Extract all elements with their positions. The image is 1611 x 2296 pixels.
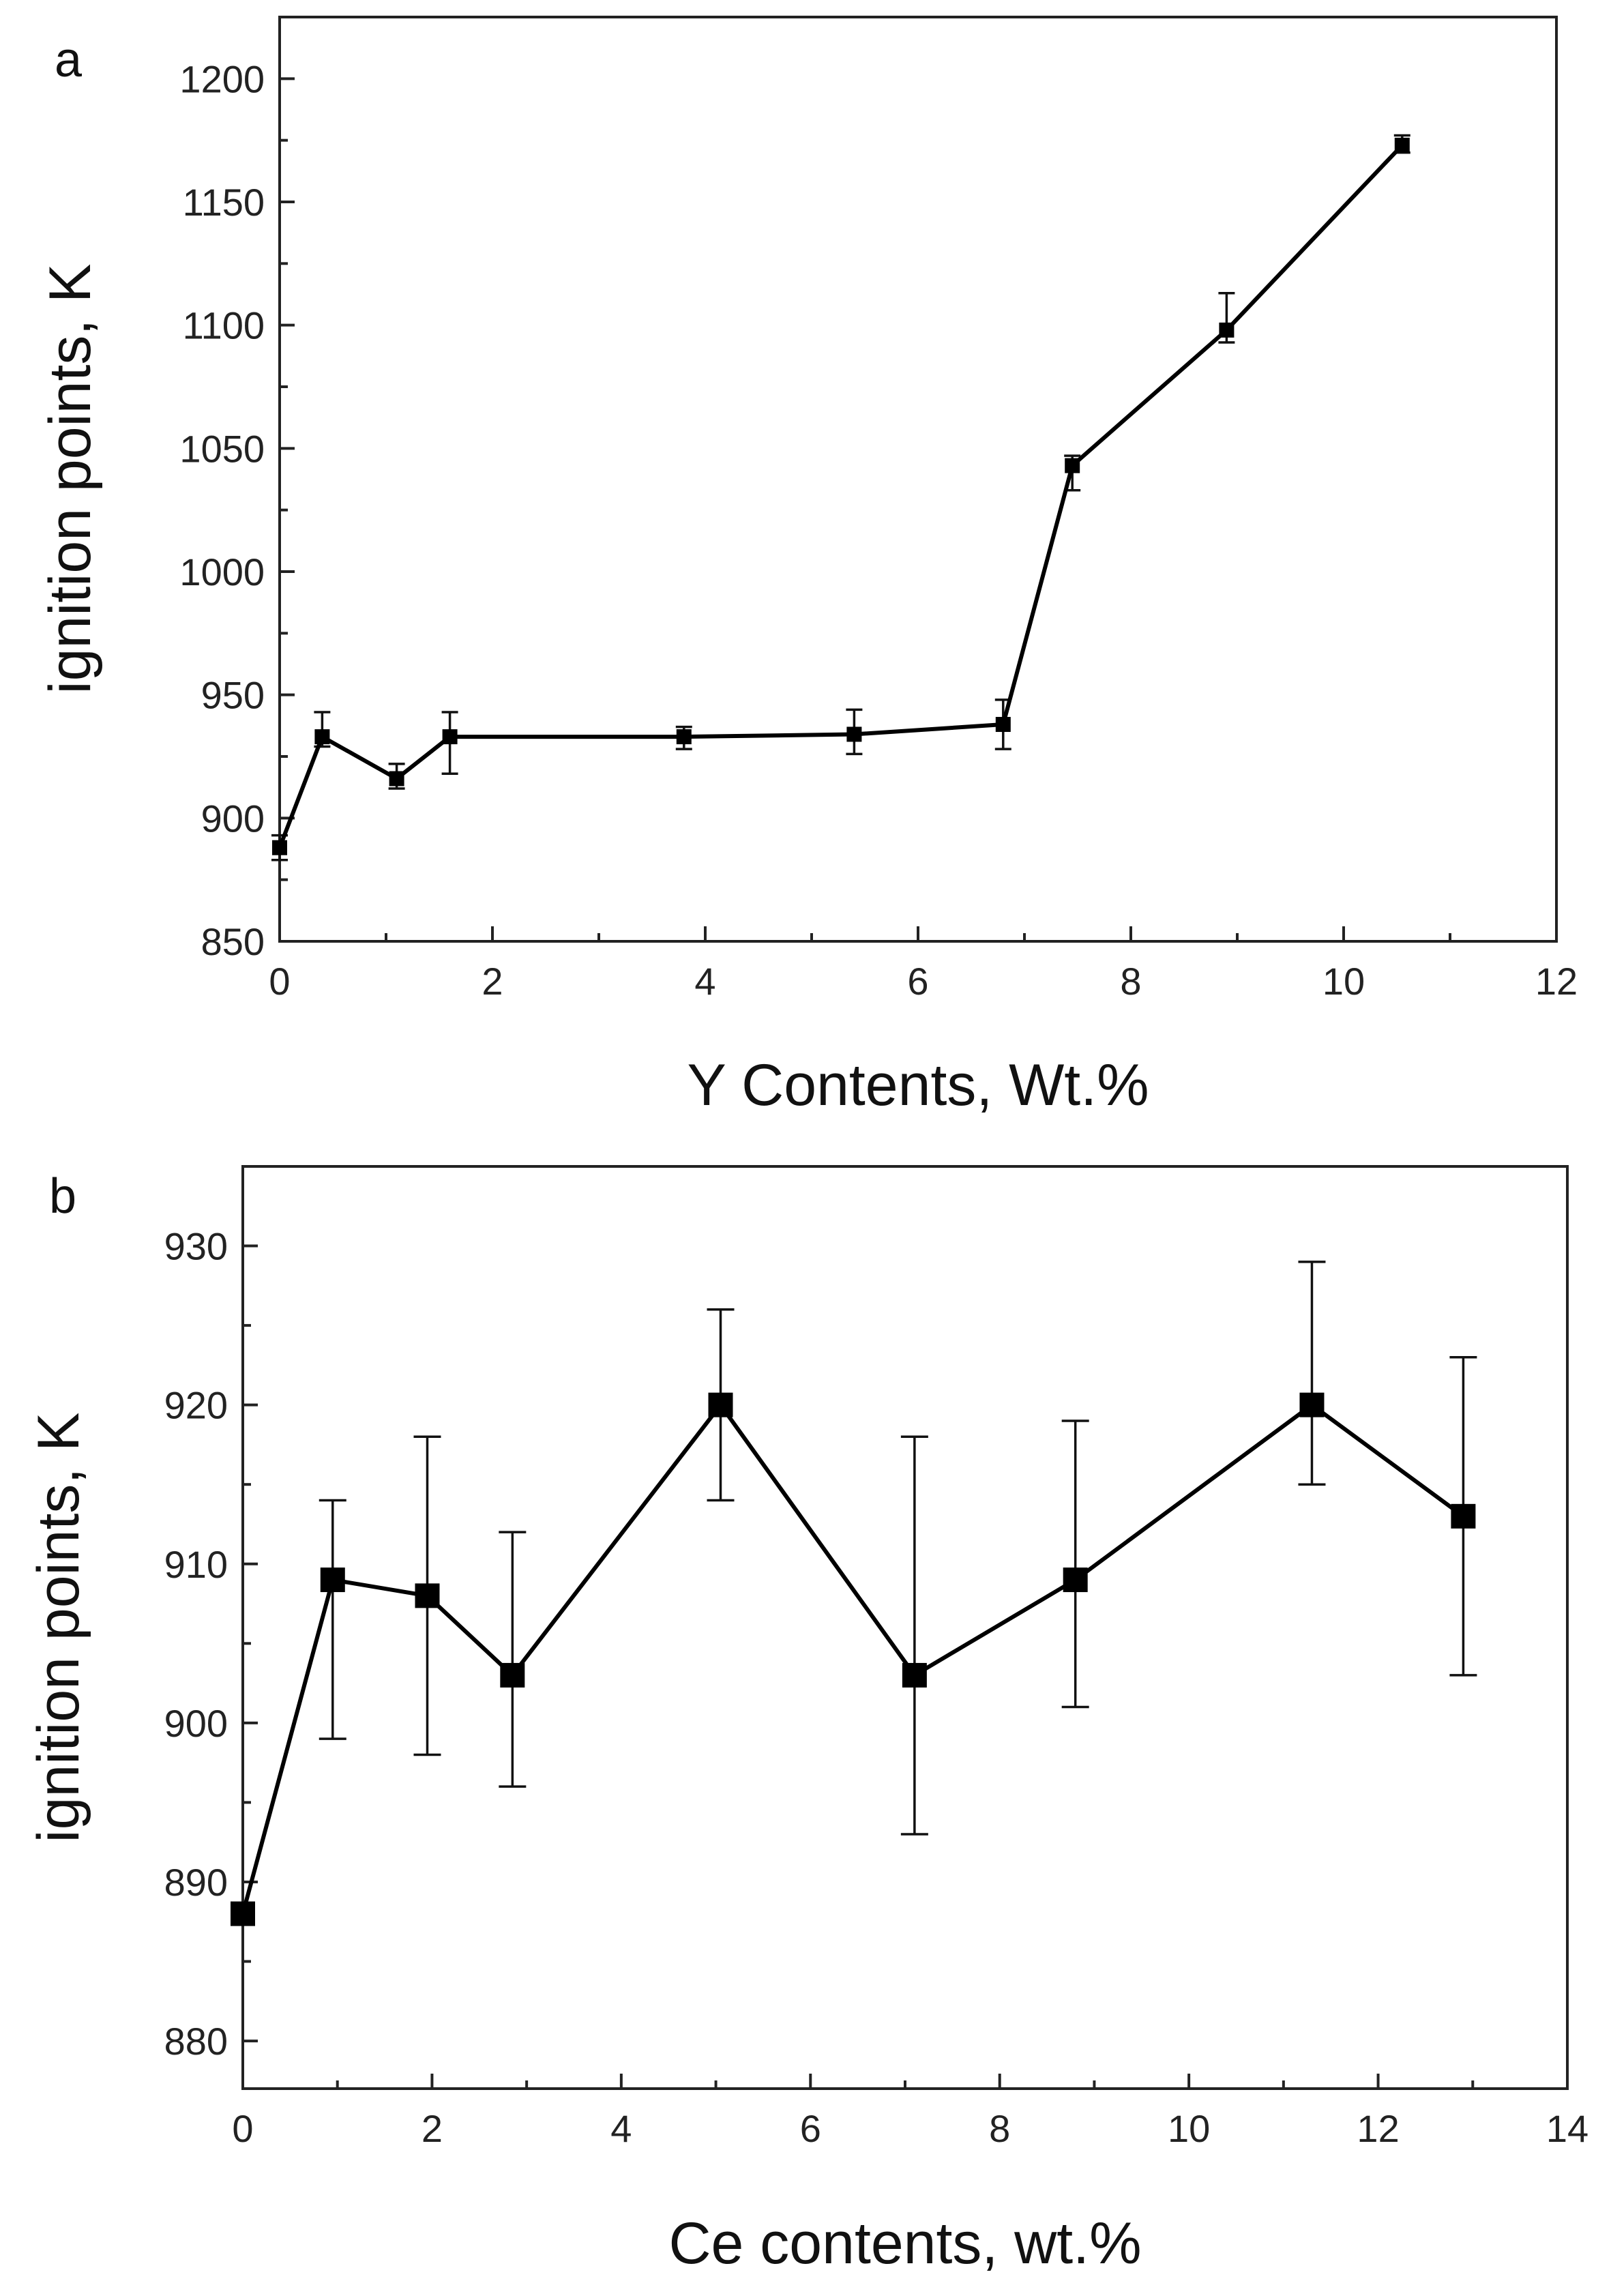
panel-a-data-point	[1219, 322, 1235, 338]
panel-b-y-tick-label: 880	[164, 2020, 228, 2063]
panel-b-error-bars	[319, 1261, 1477, 1836]
panel-a-data-point	[1065, 458, 1080, 473]
panel-b-plot-frame	[241, 1165, 1569, 2090]
panel-b-data-point	[1451, 1503, 1476, 1529]
panel-b-error-bar	[1298, 1261, 1326, 1486]
panel-a-chart: 0 2 4 6 8 10 12 85090095010001050110011501200 …	[38, 16, 1578, 1118]
panel-b-data-point	[708, 1392, 733, 1417]
panel-b-chart: 0 2 4 6 8 10 12 14 880 890 900 910 920 930 b Ce cont…	[26, 1165, 1588, 2276]
panel-a-y-tick-label: 1200	[179, 57, 265, 100]
panel-b-y-tick-label: 910	[164, 1543, 228, 1586]
panel-b-data-point	[902, 1662, 927, 1688]
panel-a-y-axis-title: ignition points, K	[38, 263, 103, 694]
panel-b-data-point	[231, 1901, 255, 1926]
panel-b-data-point	[1063, 1568, 1088, 1593]
panel-b-error-bar	[900, 1435, 928, 1836]
panel-a-y-tick-label: 950	[201, 674, 265, 717]
panel-b-ticks	[241, 1244, 1569, 2089]
panel-b-data-point	[320, 1568, 345, 1593]
panel-b-error-bar	[499, 1531, 527, 1788]
panel-b-error-bar	[319, 1499, 346, 1740]
panel-b-data-point	[500, 1662, 525, 1688]
panel-a-series-line-y	[278, 143, 1404, 849]
panel-b-data-point	[415, 1583, 440, 1608]
panel-b-x-tick-label: 2	[422, 2107, 443, 2150]
panel-a-plot-frame	[278, 16, 1558, 943]
panel-a-y-tick-label: 1150	[183, 181, 265, 224]
panel-a-x-tick-labels: 0 2 4 6 8 10 12	[269, 960, 1578, 1003]
panel-a-y-tick-label: 1100	[183, 304, 265, 347]
panel-a-x-tick-label: 12	[1535, 960, 1578, 1003]
panel-b-x-tick-label: 4	[610, 2107, 632, 2150]
panel-b-data-point	[1299, 1392, 1325, 1417]
panel-a-x-tick-label: 4	[694, 960, 715, 1003]
panel-b-x-tick-labels: 0 2 4 6 8 10 12 14	[232, 2107, 1588, 2150]
panel-b-y-axis-title: ignition points, K	[26, 1412, 91, 1842]
panel-a-data-point	[272, 840, 287, 855]
panel-a-label: a	[55, 33, 83, 87]
panel-b-x-tick-label: 8	[989, 2107, 1010, 2150]
panel-b-y-tick-labels: 880 890 900 910 920 930	[164, 1225, 228, 2063]
panel-a-x-tick-label: 8	[1120, 960, 1141, 1003]
panel-a-y-tick-labels: 850 900 950 1000 1050 1100 1150 1200	[179, 57, 265, 963]
panel-b-x-tick-label: 10	[1168, 2107, 1210, 2150]
panel-a-x-tick-label: 10	[1322, 960, 1365, 1003]
panel-a-data-point	[1394, 137, 1410, 153]
panel-a-error-bars	[271, 134, 1410, 862]
panel-a-x-tick-label: 2	[482, 960, 503, 1003]
panel-b-y-tick-label: 930	[164, 1225, 228, 1268]
panel-b-x-tick-label: 6	[800, 2107, 821, 2150]
panel-a-y-tick-label: 850	[201, 920, 265, 963]
panel-b-markers	[231, 1392, 1476, 1926]
panel-a-ticks	[278, 77, 1558, 943]
panel-b-y-tick-label: 900	[164, 1702, 228, 1745]
panel-a-y-tick-label: 1050	[179, 427, 265, 470]
panel-a-x-tick-label: 0	[269, 960, 290, 1003]
panel-b-x-tick-label: 14	[1546, 2107, 1588, 2150]
panel-b-series-line-ce	[241, 1402, 1465, 1915]
panel-a-markers	[272, 137, 1410, 855]
panel-a-data-point	[389, 771, 404, 786]
panel-b-y-tick-label: 890	[164, 1861, 228, 1904]
panel-a-data-point	[995, 717, 1011, 733]
panel-a-data-point	[846, 726, 862, 742]
panel-a-data-point	[314, 729, 330, 745]
panel-a-x-tick-label: 6	[907, 960, 928, 1003]
panel-b-x-tick-label: 0	[232, 2107, 253, 2150]
panel-a-x-axis-title: Y Contents, Wt.%	[687, 1053, 1149, 1118]
panel-a-y-tick-label: 900	[201, 797, 265, 840]
panel-b-label: b	[49, 1169, 76, 1224]
panel-b-error-bar	[1061, 1419, 1089, 1709]
panel-b-y-tick-label: 920	[164, 1384, 228, 1427]
panel-a-data-point	[676, 729, 692, 745]
panel-b-x-axis-title: Ce contents, wt.%	[668, 2211, 1141, 2276]
panel-a-y-tick-label: 1000	[179, 550, 265, 593]
panel-a-data-point	[442, 729, 458, 745]
panel-b-x-tick-label: 12	[1357, 2107, 1399, 2150]
